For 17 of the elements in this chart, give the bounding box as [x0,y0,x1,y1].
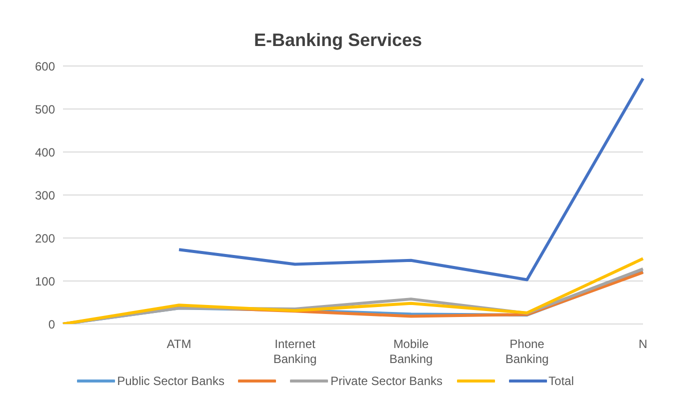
y-tick-label: 500 [34,102,56,116]
x-tick-label: N [638,337,648,351]
y-tick-label: 100 [34,274,56,288]
y-tick-label: 300 [34,188,56,202]
x-tick-label: Mobile Banking [389,337,433,366]
legend-label: Private Sector Banks [330,374,443,388]
x-tick-label: Phone Banking [505,337,549,366]
y-tick-label: 0 [48,317,56,332]
y-tick-label: 400 [34,145,56,160]
y-tick-label: 600 [34,59,56,74]
legend-label: Public Sector Banks [117,374,224,388]
chart-title: E-Banking Services [252,29,424,52]
legend-label: Total [548,374,574,388]
x-tick-label: Internet Banking [273,337,317,366]
y-tick-label: 200 [34,231,56,246]
x-tick-label: ATM [166,337,192,351]
line-series [178,76,644,282]
